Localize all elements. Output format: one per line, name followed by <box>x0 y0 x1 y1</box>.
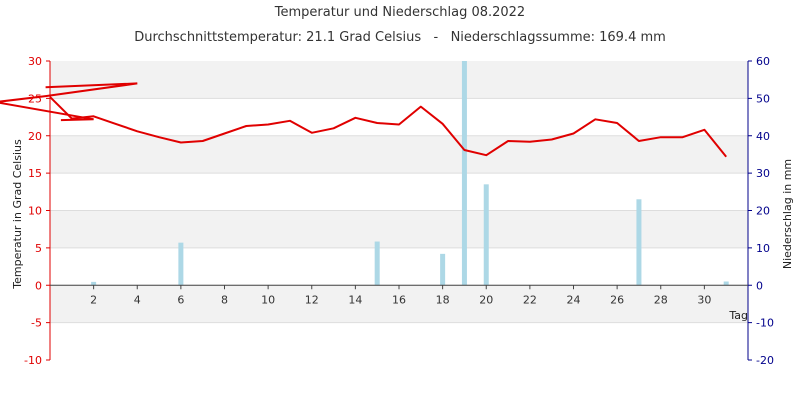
x-tick-label: 28 <box>654 293 668 306</box>
x-tick-label: 20 <box>479 293 493 306</box>
y-left-tick-label: 0 <box>35 279 42 292</box>
x-tick-label: 22 <box>523 293 537 306</box>
y-axis-left-label: Temperatur in Grad Celsius <box>11 139 24 290</box>
grid-band <box>50 135 748 174</box>
y-right-tick-label: 20 <box>756 205 770 218</box>
background-bands <box>50 61 748 324</box>
y-right-tick-label: 10 <box>756 242 770 255</box>
x-tick-label: 8 <box>221 293 228 306</box>
y-left-tick-label: 5 <box>35 242 42 255</box>
y-axis-right-label: Niederschlag in mm <box>781 159 794 269</box>
precip-bar <box>723 281 729 286</box>
y-left-tick-label: -10 <box>24 354 42 367</box>
y-right-tick-label: 0 <box>756 279 763 292</box>
x-axis-label: Tag <box>728 309 748 322</box>
x-tick-label: 16 <box>392 293 406 306</box>
x-tick-label: 2 <box>90 293 97 306</box>
y-right-tick-label: -20 <box>756 354 774 367</box>
y-right-tick-label: 50 <box>756 92 770 105</box>
x-tick-label: 24 <box>567 293 581 306</box>
precip-bar <box>636 199 642 286</box>
y-left-tick-label: 15 <box>28 167 42 180</box>
y-left-tick-label: -5 <box>31 317 42 330</box>
x-tick-label: 14 <box>348 293 362 306</box>
y-right-tick-label: 30 <box>756 167 770 180</box>
precip-bar <box>178 242 184 286</box>
x-tick-label: 10 <box>261 293 275 306</box>
precipitation-bars <box>91 61 729 286</box>
y-right-tick-label: -10 <box>756 317 774 330</box>
precip-bar <box>91 281 97 286</box>
x-tick-label: 30 <box>697 293 711 306</box>
chart-subtitle: Durchschnittstemperatur: 21.1 Grad Celsi… <box>134 30 666 45</box>
x-tick-label: 26 <box>610 293 624 306</box>
grid-band <box>50 285 748 323</box>
y-left-tick-label: 30 <box>28 55 42 68</box>
x-tick-label: 12 <box>305 293 319 306</box>
y-right-tick-label: 60 <box>756 55 770 68</box>
y-left-tick-label: 25 <box>28 92 42 105</box>
precip-bar <box>440 253 446 286</box>
precip-bar <box>483 184 489 286</box>
x-tick-label: 6 <box>177 293 184 306</box>
y-right-tick-label: 40 <box>756 130 770 143</box>
temperature-line <box>49 96 727 158</box>
grid-band <box>50 210 748 248</box>
temperature-artifact-line <box>0 82 138 122</box>
y-left-tick-label: 20 <box>28 130 42 143</box>
chart-title: Temperatur und Niederschlag 08.2022 <box>274 5 525 20</box>
y-left-tick-label: 10 <box>28 205 42 218</box>
grid-band <box>50 61 748 99</box>
x-tick-label: 18 <box>436 293 450 306</box>
x-tick-label: 4 <box>134 293 141 306</box>
precip-bar <box>374 241 380 286</box>
temperature-lines <box>0 82 727 158</box>
precip-bar <box>461 61 467 286</box>
